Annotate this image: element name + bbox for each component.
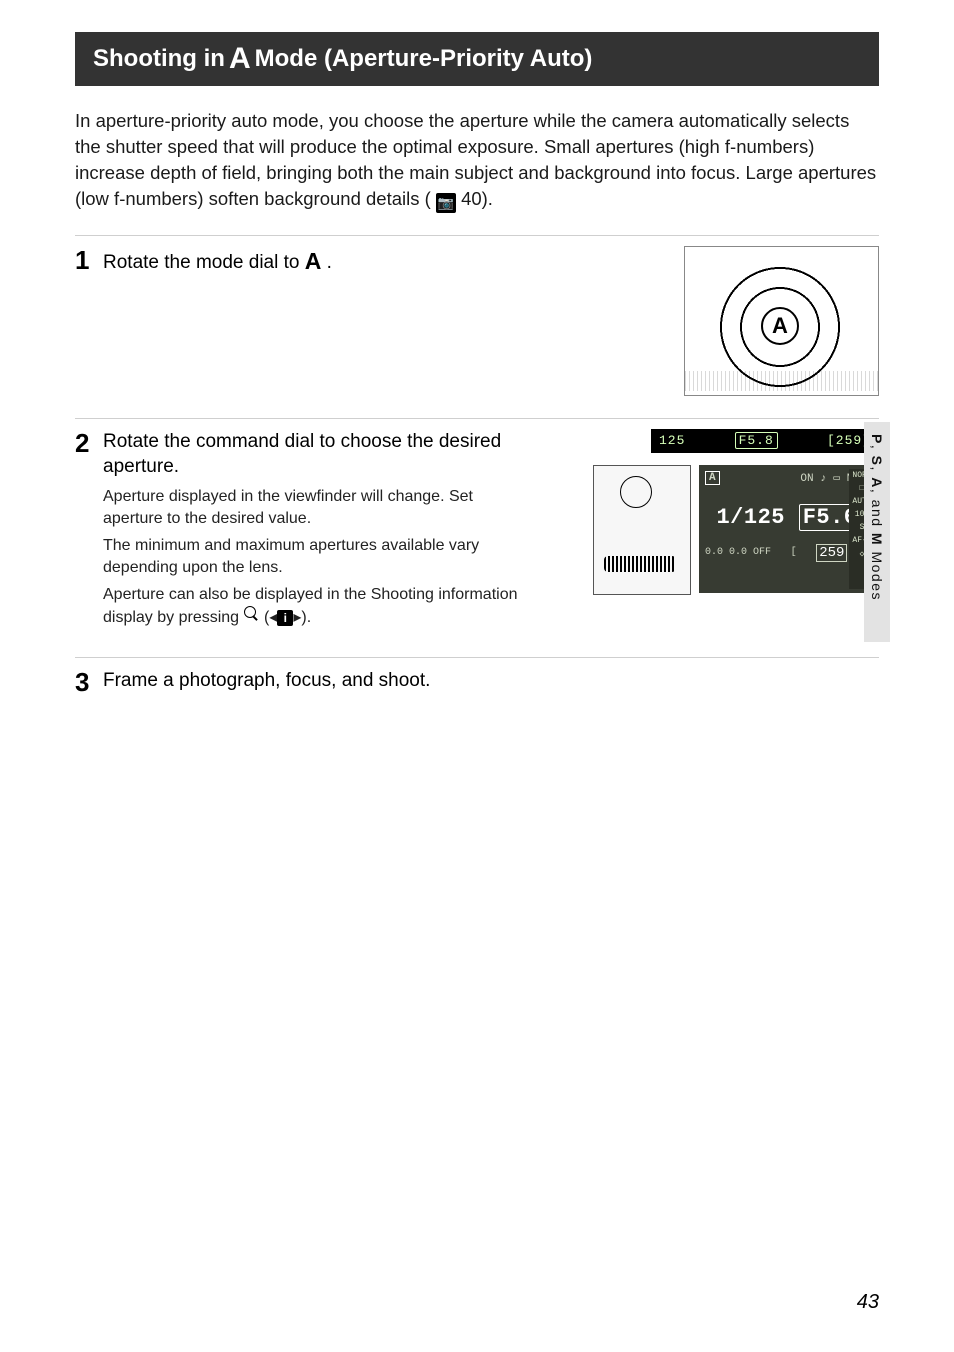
- mode-dial-illustration: [684, 246, 879, 396]
- step-subtext: Aperture can also be displayed in the Sh…: [103, 584, 523, 628]
- camera-back-illustration-group: A ON ♪ ▭ NORM 1/125 F5.6 0.0 0.0 OFF [25…: [593, 465, 879, 595]
- viewfinder-display: 125 F5.8 [259]: [651, 429, 879, 453]
- magnify-icon: [244, 606, 260, 622]
- step-subtext: Aperture displayed in the viewfinder wil…: [103, 486, 523, 529]
- mode-a-icon: A: [229, 42, 251, 76]
- lcd-count: 259: [816, 544, 847, 562]
- heading-prefix: Shooting in: [93, 45, 225, 73]
- step-number: 1: [75, 246, 103, 275]
- manual-page: Shooting in A Mode (Aperture-Priority Au…: [0, 0, 954, 739]
- step-2: 2 Rotate the command dial to choose the …: [75, 429, 879, 635]
- vf-shutter: 125: [659, 433, 685, 448]
- step-number: 2: [75, 429, 103, 458]
- sidetab-tail: Modes: [869, 546, 885, 601]
- side-tab-label: P, S, A, and M Modes: [869, 434, 885, 601]
- lcd-mode-indicator: A: [705, 471, 720, 485]
- lcd-shutter: 1/125: [716, 505, 785, 530]
- sidetab-a: A: [869, 477, 885, 489]
- divider: [75, 418, 879, 419]
- step-subtext: The minimum and maximum apertures availa…: [103, 535, 523, 578]
- vf-aperture: F5.8: [735, 432, 778, 449]
- lcd-foot-left: 0.0 0.0 OFF: [705, 547, 771, 558]
- step-number: 3: [75, 668, 103, 697]
- sidetab-c3: , and: [869, 489, 885, 533]
- sidetab-c2: ,: [869, 466, 885, 477]
- sidetab-c1: ,: [869, 445, 885, 456]
- camera-back-illustration: [593, 465, 691, 595]
- page-number: 43: [857, 1291, 879, 1314]
- lcd-main-readout: 1/125 F5.6: [705, 505, 873, 530]
- section-thumb-tab: P, S, A, and M Modes: [864, 422, 890, 642]
- sidetab-s: S: [869, 456, 885, 467]
- mode-a-inline-icon: A: [305, 248, 322, 274]
- lcd-panel-illustration: A ON ♪ ▭ NORM 1/125 F5.6 0.0 0.0 OFF [25…: [699, 465, 879, 593]
- heading-suffix: Mode (Aperture-Priority Auto): [255, 45, 593, 73]
- step-3: 3 Frame a photograph, focus, and shoot.: [75, 668, 879, 700]
- step-1: 1 Rotate the mode dial to A .: [75, 246, 879, 396]
- divider: [75, 657, 879, 658]
- step2-sub3-period: .: [307, 609, 311, 626]
- sidetab-m: M: [869, 533, 885, 546]
- step-title: Frame a photograph, focus, and shoot.: [103, 668, 879, 694]
- step1-text-before: Rotate the mode dial to: [103, 252, 305, 273]
- sidetab-p: P: [869, 434, 885, 445]
- nav-left-icon: ◂: [269, 609, 277, 626]
- nav-right-icon: ▸: [293, 609, 301, 626]
- step-title: Rotate the mode dial to A .: [103, 246, 559, 277]
- info-icon: i: [277, 610, 293, 626]
- intro-paragraph: In aperture-priority auto mode, you choo…: [75, 108, 879, 213]
- divider: [75, 235, 879, 236]
- section-heading: Shooting in A Mode (Aperture-Priority Au…: [75, 32, 879, 86]
- camera-ref-icon: 📷: [436, 193, 456, 213]
- step1-text-after: .: [327, 252, 332, 273]
- step-title: Rotate the command dial to choose the de…: [103, 429, 559, 480]
- intro-text-after: 40).: [461, 188, 493, 209]
